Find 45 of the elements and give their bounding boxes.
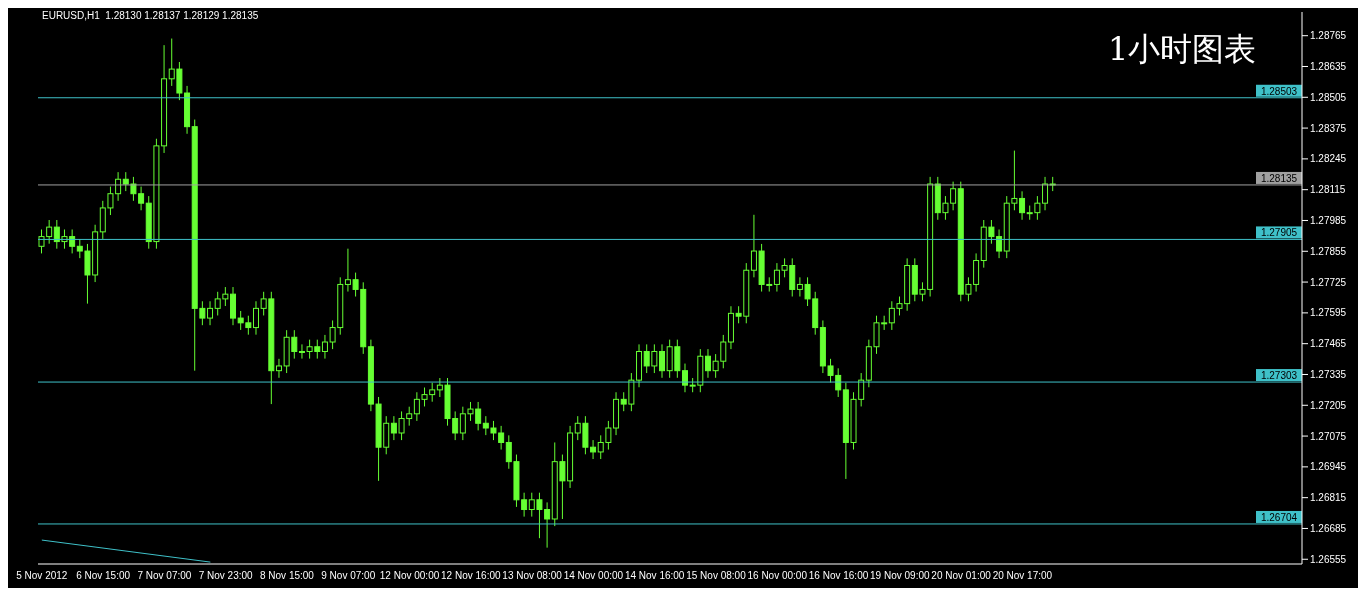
ref-line-label: 1.27905 <box>1260 227 1298 239</box>
chart-title: EURUSD,H1 1.28130 1.28137 1.28129 1.28135 <box>42 10 259 21</box>
y-tick-label: 1.26555 <box>1310 553 1347 565</box>
x-tick-label: 7 Nov 07:00 <box>137 570 192 582</box>
x-tick-label: 6 Nov 15:00 <box>76 570 131 582</box>
annotation: 1小时图表 <box>1108 29 1257 70</box>
x-tick-label: 14 Nov 16:00 <box>624 570 685 582</box>
y-tick-label: 1.27335 <box>1310 369 1347 381</box>
y-tick-label: 1.26815 <box>1310 492 1347 504</box>
y-tick-label: 1.26945 <box>1310 461 1347 473</box>
y-tick-label: 1.28245 <box>1310 153 1347 165</box>
x-tick-label: 9 Nov 07:00 <box>321 570 376 582</box>
x-tick-label: 8 Nov 15:00 <box>260 570 315 582</box>
y-tick-label: 1.27595 <box>1310 307 1347 319</box>
y-tick-label: 1.28375 <box>1310 122 1347 134</box>
x-tick-label: 7 Nov 23:00 <box>198 570 254 582</box>
ref-line-label: 1.28135 <box>1260 172 1298 184</box>
x-tick-label: 20 Nov 01:00 <box>931 570 992 582</box>
y-tick-label: 1.28115 <box>1310 184 1346 196</box>
y-tick-label: 1.27855 <box>1310 245 1347 257</box>
candlestick <box>681 363 688 393</box>
y-tick-label: 1.27075 <box>1310 430 1347 442</box>
x-tick-label: 16 Nov 00:00 <box>747 570 808 582</box>
x-tick-label: 19 Nov 09:00 <box>870 570 930 582</box>
x-tick-label: 16 Nov 16:00 <box>808 570 869 582</box>
candlestick <box>253 300 259 336</box>
ref-line-label: 1.27303 <box>1260 370 1298 382</box>
y-tick-label: 1.27725 <box>1310 276 1347 288</box>
candlestick <box>659 343 666 379</box>
x-tick-label: 15 Nov 08:00 <box>686 570 747 582</box>
y-tick-label: 1.28635 <box>1310 61 1347 73</box>
y-tick-label: 1.28765 <box>1310 30 1347 42</box>
x-tick-label: 14 Nov 00:00 <box>563 570 624 582</box>
x-tick-label: 20 Nov 17:00 <box>992 570 1053 582</box>
ref-line-label: 1.26704 <box>1260 511 1298 523</box>
x-tick-label: 13 Nov 08:00 <box>502 570 563 582</box>
x-tick-label: 5 Nov 2012 <box>16 570 68 582</box>
y-tick-label: 1.28505 <box>1310 91 1347 103</box>
y-tick-label: 1.27985 <box>1310 215 1347 227</box>
x-tick-label: 12 Nov 16:00 <box>441 570 501 582</box>
y-tick-label: 1.27205 <box>1310 399 1347 411</box>
y-tick-label: 1.26685 <box>1310 523 1347 535</box>
y-tick-label: 1.27465 <box>1310 338 1347 350</box>
x-tick-label: 12 Nov 00:00 <box>379 570 440 582</box>
ref-line-label: 1.28503 <box>1260 85 1298 97</box>
